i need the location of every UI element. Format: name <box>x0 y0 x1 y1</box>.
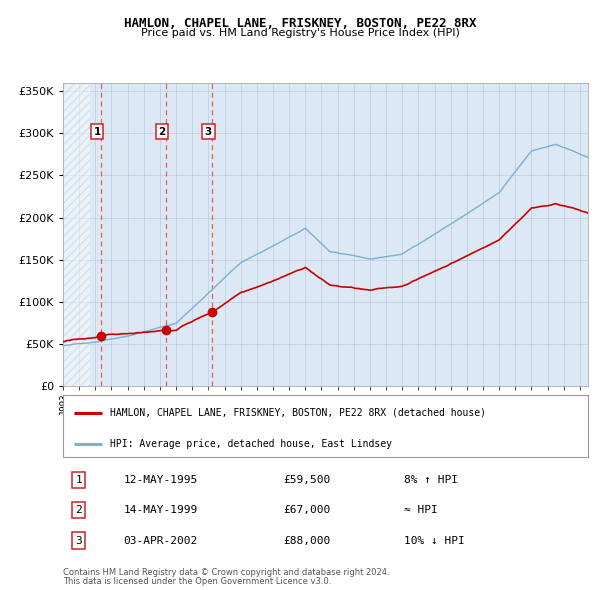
Text: 10% ↓ HPI: 10% ↓ HPI <box>404 536 465 546</box>
Text: 14-MAY-1999: 14-MAY-1999 <box>124 506 197 515</box>
Text: 8% ↑ HPI: 8% ↑ HPI <box>404 475 458 485</box>
Text: 1: 1 <box>94 126 101 136</box>
Text: HPI: Average price, detached house, East Lindsey: HPI: Average price, detached house, East… <box>110 438 392 448</box>
Text: HAMLON, CHAPEL LANE, FRISKNEY, BOSTON, PE22 8RX: HAMLON, CHAPEL LANE, FRISKNEY, BOSTON, P… <box>124 17 476 30</box>
Text: 12-MAY-1995: 12-MAY-1995 <box>124 475 197 485</box>
Text: £67,000: £67,000 <box>284 506 331 515</box>
Text: £59,500: £59,500 <box>284 475 331 485</box>
Text: 3: 3 <box>76 536 82 546</box>
Bar <box>63 83 91 386</box>
Text: Price paid vs. HM Land Registry's House Price Index (HPI): Price paid vs. HM Land Registry's House … <box>140 28 460 38</box>
Text: 03-APR-2002: 03-APR-2002 <box>124 536 197 546</box>
Text: £88,000: £88,000 <box>284 536 331 546</box>
Text: HAMLON, CHAPEL LANE, FRISKNEY, BOSTON, PE22 8RX (detached house): HAMLON, CHAPEL LANE, FRISKNEY, BOSTON, P… <box>110 408 486 418</box>
Text: 1: 1 <box>76 475 82 485</box>
Text: This data is licensed under the Open Government Licence v3.0.: This data is licensed under the Open Gov… <box>63 577 331 586</box>
Text: 2: 2 <box>158 126 166 136</box>
Text: 3: 3 <box>205 126 212 136</box>
Text: 2: 2 <box>76 506 82 515</box>
Text: Contains HM Land Registry data © Crown copyright and database right 2024.: Contains HM Land Registry data © Crown c… <box>63 568 389 576</box>
Text: ≈ HPI: ≈ HPI <box>404 506 438 515</box>
